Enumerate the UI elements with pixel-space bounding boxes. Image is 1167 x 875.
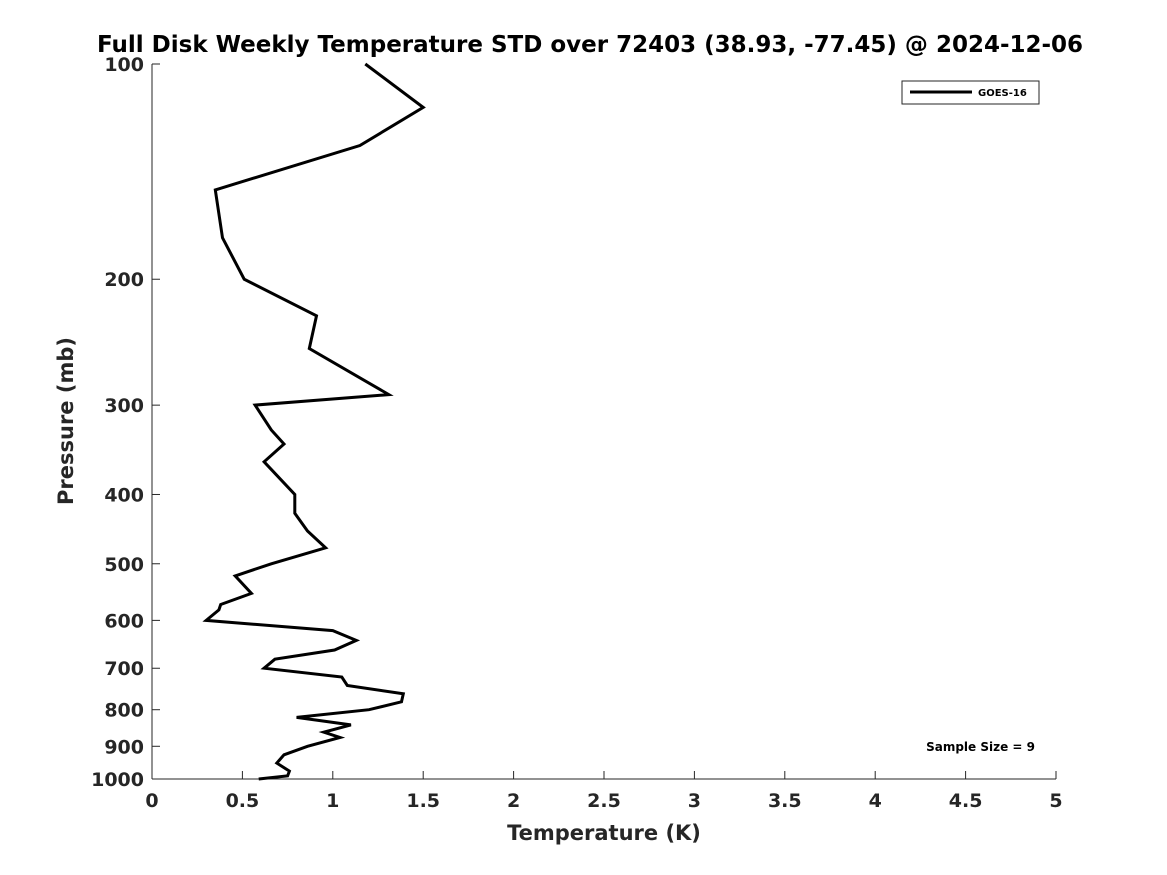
y-tick-label: 300 [104, 395, 144, 417]
series-layer [202, 62, 426, 781]
x-tick-label: 0.5 [226, 790, 260, 812]
y-tick-label: 400 [104, 484, 144, 506]
y-tick-label: 800 [104, 700, 144, 722]
y-tick-label: 200 [104, 269, 144, 291]
chart-title: Full Disk Weekly Temperature STD over 72… [97, 32, 1083, 58]
y-tick-label: 600 [104, 610, 144, 632]
series-line-goes-16 [202, 62, 426, 781]
y-tick-label: 900 [104, 736, 144, 758]
x-tick-label: 2.5 [587, 790, 621, 812]
y-tick-label: 700 [104, 658, 144, 680]
legend: GOES-16 [901, 80, 1040, 105]
sample-size-annotation: Sample Size = 9 [926, 740, 1035, 754]
x-tick-label: 1.5 [406, 790, 440, 812]
x-tick-label: 1 [326, 790, 339, 812]
y-axis-label: Pressure (mb) [54, 337, 78, 505]
x-tick-label: 5 [1049, 790, 1062, 812]
legend-label-goes-16: GOES-16 [978, 88, 1027, 99]
x-axis-ticks: 0 0.5 1 1.5 2 2.5 3 3.5 4 4.5 5 [145, 771, 1063, 812]
y-tick-label: 500 [104, 554, 144, 576]
plot-area [152, 64, 1056, 779]
y-tick-label: 1000 [91, 769, 144, 791]
x-tick-label: 4 [869, 790, 882, 812]
x-tick-label: 3.5 [768, 790, 802, 812]
x-tick-label: 4.5 [949, 790, 983, 812]
x-tick-label: 2 [507, 790, 520, 812]
x-axis-label: Temperature (K) [507, 821, 701, 845]
x-tick-label: 0 [145, 790, 158, 812]
y-tick-label: 100 [104, 54, 144, 76]
y-axis-ticks: 100 200 300 400 500 600 700 800 900 1000 [91, 54, 160, 791]
x-tick-label: 3 [688, 790, 701, 812]
